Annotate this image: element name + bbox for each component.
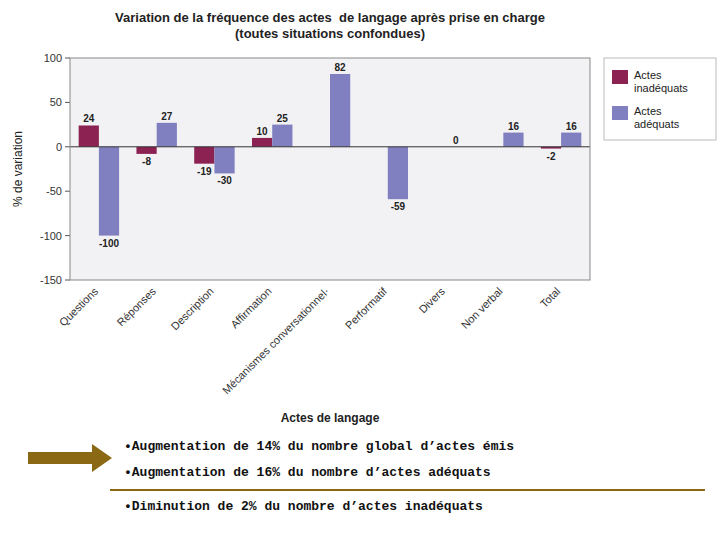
x-tick-label: Affirmation [228, 285, 274, 331]
data-label: -8 [142, 156, 151, 167]
plot-frame [70, 58, 590, 280]
annotations: •Augmentation de 14% du nombre global d’… [28, 439, 705, 514]
bar [214, 147, 234, 174]
legend-entry: Actesadéquats [634, 105, 680, 130]
bar [136, 147, 156, 154]
data-label: -100 [99, 238, 119, 249]
y-tick-label: 100 [44, 52, 62, 64]
data-label: 0 [453, 135, 459, 146]
y-axis-label: % de variation [11, 131, 25, 207]
title: Variation de la fréquence des actes de l… [115, 10, 545, 41]
arrow [28, 444, 112, 472]
data-label: 10 [257, 126, 269, 137]
x-tick-label: Mécanismes conversationnel· [220, 285, 331, 396]
data-label: 27 [161, 111, 173, 122]
bar [503, 133, 523, 147]
x-tick-label: Divers [416, 285, 447, 316]
bar [157, 123, 177, 147]
x-tick-label: Performatif [343, 284, 390, 331]
y-tick-label: -150 [40, 274, 62, 286]
y-tick-label: -50 [46, 185, 62, 197]
data-label: -2 [547, 151, 556, 162]
annotation: •Augmentation de 16% du nombre d’actes a… [124, 465, 491, 480]
data-label: 16 [508, 121, 520, 132]
x-tick-label: Questions [57, 285, 101, 329]
data-label: -30 [217, 175, 232, 186]
x-tick-label: Description [168, 285, 215, 332]
y-tick-label: 0 [56, 141, 62, 153]
bar [330, 74, 350, 147]
annotation: •Augmentation de 14% du nombre global d’… [124, 439, 514, 454]
x-tick-label: Total [538, 285, 563, 310]
y-tick [65, 191, 70, 192]
x-tick-label: Non verbal [459, 285, 505, 331]
y-tick [65, 146, 70, 147]
y-axis: -150 -100 -50 0 50 100 [40, 52, 70, 286]
x-axis: Questions RéponsesDescription AffirmationM… [57, 284, 563, 396]
data-labels: 24 -8 -19 10 -2 -100 27 -30 25 82 -59 0 16 16 [83, 62, 577, 249]
plot-background [70, 58, 590, 280]
bar [99, 147, 119, 236]
x-axis-label: Actes de langage [281, 411, 380, 425]
y-tick [65, 280, 70, 281]
data-label: 25 [277, 113, 289, 124]
separator-line [110, 489, 705, 491]
zero-line [70, 146, 590, 147]
annotation: •Diminution de 2% du nombre d’actes inad… [124, 499, 483, 514]
data-label: 24 [83, 113, 95, 124]
bar [272, 125, 292, 147]
y-tick [65, 102, 70, 103]
data-label: 16 [566, 121, 578, 132]
bar [252, 138, 272, 147]
bar [194, 147, 214, 164]
y-tick [65, 58, 70, 59]
y-tick [65, 235, 70, 236]
data-label: -59 [391, 201, 406, 212]
y-tick-label: 50 [50, 96, 62, 108]
data-label: 82 [335, 62, 347, 73]
legend-box [604, 58, 716, 140]
legend-entry: Actesinadéquats [634, 69, 688, 94]
bar [79, 125, 99, 146]
y-tick-label: -100 [40, 230, 62, 242]
bar [388, 147, 408, 199]
x-tick-label: Réponses [115, 285, 159, 329]
legend-swatch [612, 70, 628, 84]
bars [79, 74, 582, 236]
chart: Variation de la fréquence des actes de l… [0, 0, 720, 540]
data-label: -19 [197, 166, 212, 177]
legend-swatch [612, 106, 628, 120]
legend: Actesinadéquats Actesadéquats [604, 58, 716, 140]
bar [561, 133, 581, 147]
